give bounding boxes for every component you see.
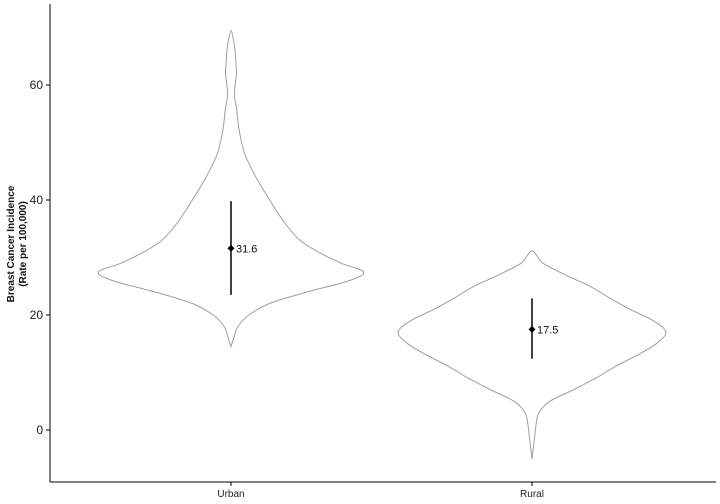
y-axis-title-units: (Rate per 100,000) [18,201,29,287]
x-tick-label-urban: Urban [217,489,244,500]
violins-layer [97,29,667,459]
y-tick-label: 20 [30,308,44,322]
mean-point-urban [227,244,235,252]
y-axis-title: Breast Cancer Incidence [6,185,17,302]
x-tick-label-rural: Rural [520,489,544,500]
y-tick-label: 0 [36,423,43,437]
mean-point-rural [528,325,536,333]
y-tick-label: 40 [30,193,44,207]
y-tick-label: 60 [30,78,44,92]
violin-urban [97,29,365,349]
x-ticks: Urban Rural [217,482,544,500]
mean-label-urban: 31.6 [236,243,257,255]
violin-rural [397,250,667,459]
mean-intervals-layer: 31.6 17.5 [227,201,558,359]
y-ticks: 0 20 40 60 [30,78,50,437]
mean-label-rural: 17.5 [537,324,558,336]
